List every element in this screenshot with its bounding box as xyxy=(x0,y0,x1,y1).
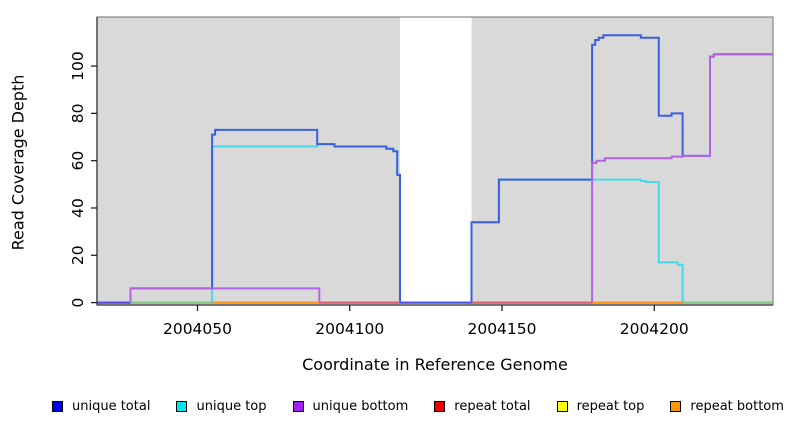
legend-swatch-unique-bottom xyxy=(292,401,304,412)
legend-swatch-repeat-total xyxy=(434,401,446,412)
chart-canvas: 2004050 2004100 2004150 2004200 0 20 40 60 80 100 xyxy=(69,12,774,338)
legend: unique total unique top unique bottom repea… xyxy=(52,399,784,414)
legend-item-unique-top: unique top xyxy=(176,399,267,414)
x-tick-label: 2004100 xyxy=(315,320,384,338)
legend-label: unique top xyxy=(196,399,267,414)
legend-item-repeat-top: repeat top xyxy=(556,399,645,414)
series-unique-bottom-line xyxy=(97,53,773,304)
x-tick-label: 2004200 xyxy=(620,320,689,338)
legend-item-repeat-total: repeat total xyxy=(434,399,531,414)
y-axis-title: Read Coverage Depth xyxy=(8,74,28,251)
legend-swatch-repeat-bottom xyxy=(670,401,682,412)
legend-label: repeat total xyxy=(454,399,531,414)
x-tick-label: 2004050 xyxy=(163,320,232,338)
y-tick-label: 0 xyxy=(69,298,87,308)
y-tick-label: 20 xyxy=(69,245,87,265)
legend-item-repeat-bottom: repeat bottom xyxy=(670,399,784,414)
y-tick-label: 100 xyxy=(69,51,87,81)
x-axis-title: Coordinate in Reference Genome xyxy=(302,355,568,374)
legend-swatch-unique-top xyxy=(176,401,188,412)
legend-label: unique bottom xyxy=(312,399,409,414)
legend-label: unique total xyxy=(72,399,151,414)
legend-item-unique-total: unique total xyxy=(52,399,150,414)
y-tick-label: 40 xyxy=(69,198,87,218)
x-tick-label: 2004150 xyxy=(467,320,536,338)
legend-label: repeat bottom xyxy=(690,399,784,414)
legend-swatch-unique-total xyxy=(52,401,63,412)
legend-label: repeat top xyxy=(576,399,645,414)
y-tick-label: 80 xyxy=(69,103,87,123)
series-unique-total-line xyxy=(97,34,773,304)
no-data-gap xyxy=(399,12,472,305)
legend-swatch-repeat-top xyxy=(556,401,568,412)
legend-item-unique-bottom: unique bottom xyxy=(292,399,409,414)
y-tick-label: 60 xyxy=(69,151,87,171)
